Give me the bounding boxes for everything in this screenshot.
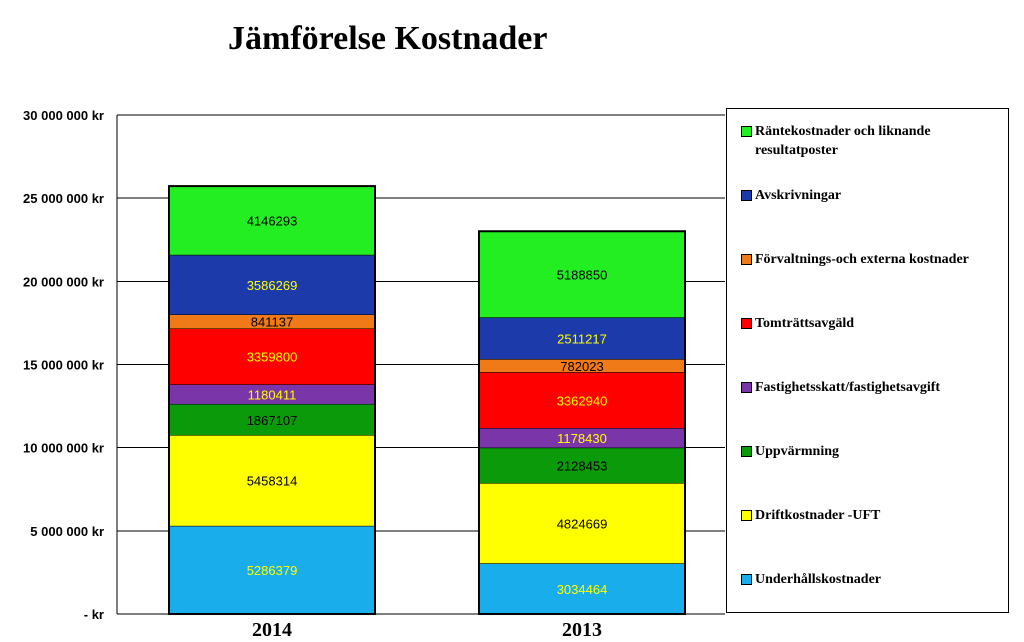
- legend-swatch: [741, 382, 752, 393]
- bar-value-label: 3034464: [557, 582, 608, 597]
- bar-value-label: 841137: [251, 315, 293, 330]
- y-tick-label: 30 000 000 kr: [23, 108, 104, 123]
- bar-value-label: 4146293: [247, 214, 298, 229]
- legend-label: Uppvärmning: [755, 444, 840, 459]
- bar-value-label: 782023: [560, 359, 603, 374]
- legend-item: Avskrivningar: [741, 186, 1006, 205]
- y-tick-label: 25 000 000 kr: [23, 191, 104, 206]
- bar-value-label: 3362940: [557, 393, 608, 408]
- bar-value-label: 3586269: [247, 278, 298, 293]
- legend-swatch: [741, 126, 752, 137]
- y-tick-label: 15 000 000 kr: [23, 358, 104, 373]
- bar-segment: [478, 230, 686, 318]
- x-tick-label: 2014: [252, 619, 292, 641]
- y-tick-label: 10 000 000 kr: [23, 441, 104, 456]
- legend-swatch: [741, 510, 752, 521]
- bar-segment: [168, 525, 376, 615]
- bar-value-label: 1180411: [248, 387, 297, 402]
- legend-swatch: [741, 254, 752, 265]
- bar-segment: [168, 328, 376, 385]
- bar-segment: [168, 254, 376, 315]
- bar-value-label: 4824669: [557, 516, 608, 531]
- bar-segment: [478, 483, 686, 564]
- bar-segment: [168, 185, 376, 256]
- bar-value-label: 1867107: [247, 413, 298, 428]
- legend-item: Underhållskostnader: [741, 570, 1006, 589]
- y-tick-label: - kr: [84, 607, 104, 622]
- bar-value-label: 2128453: [557, 459, 608, 474]
- legend-label: Tomträttsavgäld: [755, 316, 855, 331]
- legend-item: Räntekostnader och liknande resultatpost…: [741, 122, 1006, 160]
- legend-item: Fastighetsskatt/fastighetsavgift: [741, 378, 1006, 397]
- legend-item: Uppvärmning: [741, 442, 1006, 461]
- y-tick-label: 5 000 000 kr: [30, 524, 104, 539]
- legend-label: Förvaltnings-och externa kostnader: [755, 252, 969, 267]
- legend-swatch: [741, 190, 752, 201]
- y-tick-label: 20 000 000 kr: [23, 274, 104, 289]
- legend-label: Driftkostnader -UFT: [755, 508, 881, 523]
- legend-item: Förvaltnings-och externa kostnader: [741, 250, 1006, 269]
- bar-segment: [478, 447, 686, 484]
- bar-value-label: 5458314: [247, 474, 298, 489]
- legend-swatch: [741, 574, 752, 585]
- legend-swatch: [741, 318, 752, 329]
- chart-title: Jämförelse Kostnader: [228, 20, 548, 57]
- bar-segment: [168, 435, 376, 527]
- legend-label: Räntekostnader och liknande resultatpost…: [755, 124, 931, 158]
- legend-label: Fastighetsskatt/fastighetsavgift: [755, 380, 941, 395]
- legend-swatch: [741, 446, 752, 457]
- bar-value-label: 5188850: [557, 267, 608, 282]
- bar-outline: [478, 230, 686, 615]
- bar-value-label: 3359800: [247, 350, 298, 365]
- legend-label: Underhållskostnader: [755, 572, 882, 587]
- bar-value-label: 5286379: [247, 563, 298, 578]
- bar-value-label: 2511217: [557, 331, 607, 346]
- bar-outline: [168, 185, 376, 615]
- legend-label: Avskrivningar: [755, 188, 842, 203]
- legend-item: Tomträttsavgäld: [741, 314, 1006, 333]
- bar-segment: [478, 317, 686, 360]
- x-tick-label: 2013: [562, 619, 602, 641]
- bar-segment: [478, 372, 686, 429]
- bar-value-label: 1178430: [557, 431, 607, 446]
- legend-item: Driftkostnader -UFT: [741, 506, 1006, 525]
- chart-legend: Räntekostnader och liknande resultatpost…: [726, 108, 1009, 613]
